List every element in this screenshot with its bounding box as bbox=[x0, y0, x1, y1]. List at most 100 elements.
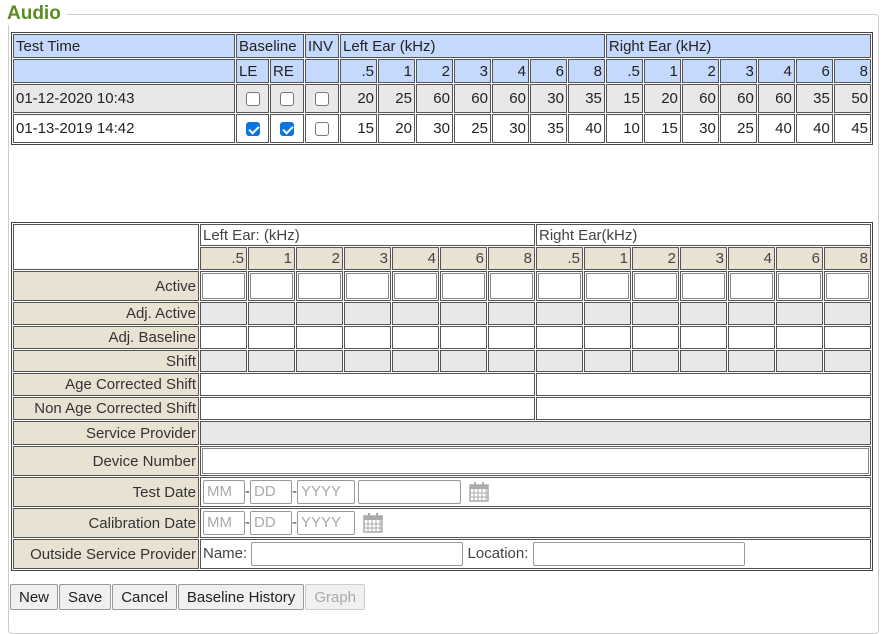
shift-cell[interactable] bbox=[440, 350, 487, 372]
active-input[interactable] bbox=[682, 273, 725, 299]
adj-baseline-cell[interactable] bbox=[632, 326, 679, 349]
adj-active-cell[interactable] bbox=[824, 302, 871, 325]
active-cell[interactable] bbox=[200, 271, 247, 301]
le-checkbox[interactable] bbox=[245, 92, 260, 107]
adj-baseline-cell[interactable] bbox=[584, 326, 631, 349]
adj-baseline-cell[interactable] bbox=[440, 326, 487, 349]
history-row[interactable]: 01-12-2020 10:43 20 25 60 60 60 30 35 15 20 60 60 60… bbox=[13, 84, 871, 113]
adj-active-cell[interactable] bbox=[248, 302, 295, 325]
active-cell[interactable] bbox=[488, 271, 535, 301]
active-cell[interactable] bbox=[776, 271, 823, 301]
baseline-history-button[interactable]: Baseline History bbox=[177, 584, 305, 610]
active-cell[interactable] bbox=[440, 271, 487, 301]
adj-baseline-cell[interactable] bbox=[296, 326, 343, 349]
calibration-date-month-input[interactable]: MM bbox=[203, 511, 245, 535]
adj-active-cell[interactable] bbox=[440, 302, 487, 325]
shift-cell[interactable] bbox=[248, 350, 295, 372]
re-checkbox[interactable] bbox=[280, 92, 294, 107]
active-input[interactable] bbox=[538, 273, 581, 299]
adj-baseline-cell[interactable] bbox=[680, 326, 727, 349]
shift-cell[interactable] bbox=[632, 350, 679, 372]
calendar-icon[interactable] bbox=[469, 482, 489, 502]
adj-baseline-cell[interactable] bbox=[488, 326, 535, 349]
active-cell[interactable] bbox=[392, 271, 439, 301]
save-button[interactable]: Save bbox=[59, 584, 112, 610]
active-input[interactable] bbox=[634, 273, 677, 299]
adj-baseline-cell[interactable] bbox=[824, 326, 871, 349]
active-input[interactable] bbox=[442, 273, 485, 299]
right-age-corrected-field[interactable] bbox=[536, 373, 871, 396]
adj-active-cell[interactable] bbox=[200, 302, 247, 325]
adj-baseline-cell[interactable] bbox=[776, 326, 823, 349]
shift-cell[interactable] bbox=[584, 350, 631, 372]
adj-active-cell[interactable] bbox=[536, 302, 583, 325]
adj-baseline-cell[interactable] bbox=[200, 326, 247, 349]
active-input[interactable] bbox=[250, 273, 293, 299]
adj-active-cell[interactable] bbox=[776, 302, 823, 325]
adj-active-cell[interactable] bbox=[296, 302, 343, 325]
shift-cell[interactable] bbox=[680, 350, 727, 372]
inv-checkbox[interactable] bbox=[315, 92, 330, 107]
test-date-time-input[interactable] bbox=[358, 480, 461, 504]
active-input[interactable] bbox=[298, 273, 341, 299]
shift-cell[interactable] bbox=[536, 350, 583, 372]
cancel-button[interactable]: Cancel bbox=[112, 584, 177, 610]
active-input[interactable] bbox=[730, 273, 773, 299]
active-input[interactable] bbox=[202, 273, 245, 299]
active-cell[interactable] bbox=[344, 271, 391, 301]
active-input[interactable] bbox=[490, 273, 533, 299]
adj-active-cell[interactable] bbox=[680, 302, 727, 325]
shift-cell[interactable] bbox=[200, 350, 247, 372]
calendar-icon[interactable] bbox=[363, 513, 383, 533]
active-cell[interactable] bbox=[536, 271, 583, 301]
adj-active-cell[interactable] bbox=[488, 302, 535, 325]
active-input[interactable] bbox=[778, 273, 821, 299]
active-cell[interactable] bbox=[296, 271, 343, 301]
active-cell[interactable] bbox=[824, 271, 871, 301]
active-input[interactable] bbox=[826, 273, 869, 299]
left-non-age-corrected-field[interactable] bbox=[200, 397, 535, 420]
adj-baseline-cell[interactable] bbox=[344, 326, 391, 349]
adj-active-cell[interactable] bbox=[344, 302, 391, 325]
active-cell[interactable] bbox=[680, 271, 727, 301]
graph-button[interactable]: Graph bbox=[305, 584, 366, 610]
active-cell[interactable] bbox=[584, 271, 631, 301]
service-provider-field[interactable] bbox=[200, 421, 871, 445]
shift-cell[interactable] bbox=[776, 350, 823, 372]
shift-cell[interactable] bbox=[344, 350, 391, 372]
right-non-age-corrected-field[interactable] bbox=[536, 397, 871, 420]
shift-cell[interactable] bbox=[728, 350, 775, 372]
test-date-day-input[interactable]: DD bbox=[250, 480, 292, 504]
le-checkbox[interactable] bbox=[245, 122, 260, 137]
device-number-input[interactable] bbox=[202, 448, 869, 474]
shift-cell[interactable] bbox=[296, 350, 343, 372]
adj-active-cell[interactable] bbox=[392, 302, 439, 325]
shift-cell[interactable] bbox=[392, 350, 439, 372]
test-date-year-input[interactable]: YYYY bbox=[297, 480, 355, 504]
shift-cell[interactable] bbox=[824, 350, 871, 372]
adj-baseline-cell[interactable] bbox=[248, 326, 295, 349]
test-date-month-input[interactable]: MM bbox=[203, 480, 245, 504]
left-age-corrected-field[interactable] bbox=[200, 373, 535, 396]
adj-baseline-cell[interactable] bbox=[728, 326, 775, 349]
active-cell[interactable] bbox=[728, 271, 775, 301]
adj-active-cell[interactable] bbox=[728, 302, 775, 325]
active-input[interactable] bbox=[346, 273, 389, 299]
adj-active-cell[interactable] bbox=[584, 302, 631, 325]
provider-name-input[interactable] bbox=[251, 542, 464, 566]
inv-checkbox[interactable] bbox=[315, 122, 330, 137]
shift-cell[interactable] bbox=[488, 350, 535, 372]
adj-baseline-cell[interactable] bbox=[536, 326, 583, 349]
history-row[interactable]: 01-13-2019 14:42 15 20 30 25 30 35 40 10 15 30 25 40… bbox=[13, 114, 871, 143]
provider-location-input[interactable] bbox=[532, 542, 745, 566]
re-checkbox[interactable] bbox=[280, 122, 294, 137]
active-cell[interactable] bbox=[248, 271, 295, 301]
active-input[interactable] bbox=[586, 273, 629, 299]
calibration-date-year-input[interactable]: YYYY bbox=[297, 511, 355, 535]
new-button[interactable]: New bbox=[10, 584, 59, 610]
adj-baseline-cell[interactable] bbox=[392, 326, 439, 349]
calibration-date-day-input[interactable]: DD bbox=[250, 511, 292, 535]
active-input[interactable] bbox=[394, 273, 437, 299]
adj-active-cell[interactable] bbox=[632, 302, 679, 325]
active-cell[interactable] bbox=[632, 271, 679, 301]
